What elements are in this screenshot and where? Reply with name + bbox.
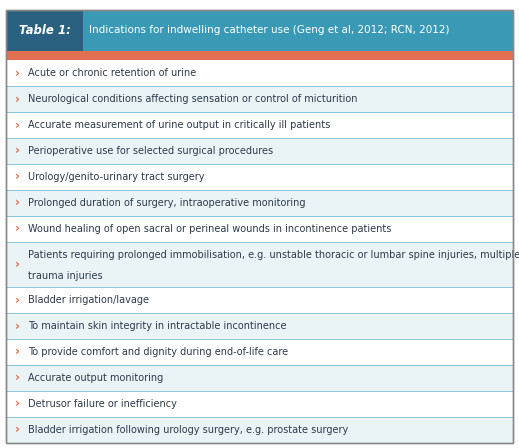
Text: Indications for indwelling catheter use (Geng et al, 2012; RCN, 2012): Indications for indwelling catheter use … bbox=[89, 26, 450, 35]
Text: ›: › bbox=[15, 371, 20, 384]
Bar bbox=[6, 164, 513, 190]
Text: Acute or chronic retention of urine: Acute or chronic retention of urine bbox=[28, 68, 196, 78]
Bar bbox=[6, 112, 513, 138]
Text: ›: › bbox=[15, 118, 20, 131]
Text: trauma injuries: trauma injuries bbox=[28, 271, 103, 280]
Text: ›: › bbox=[15, 345, 20, 358]
Text: ›: › bbox=[15, 423, 20, 436]
Bar bbox=[6, 339, 513, 365]
Text: Urology/genito-urinary tract surgery: Urology/genito-urinary tract surgery bbox=[28, 172, 204, 182]
Bar bbox=[6, 190, 513, 215]
Bar bbox=[6, 391, 513, 417]
Text: ›: › bbox=[15, 66, 20, 79]
Bar bbox=[6, 86, 513, 112]
Text: ›: › bbox=[15, 222, 20, 235]
Bar bbox=[6, 313, 513, 339]
Text: Bladder irrigation following urology surgery, e.g. prostate surgery: Bladder irrigation following urology sur… bbox=[28, 425, 348, 435]
Text: Accurate output monitoring: Accurate output monitoring bbox=[28, 373, 163, 383]
Bar bbox=[6, 10, 513, 51]
Text: ›: › bbox=[15, 293, 20, 306]
Text: Accurate measurement of urine output in critically ill patients: Accurate measurement of urine output in … bbox=[28, 120, 330, 130]
Bar bbox=[6, 138, 513, 164]
Text: ›: › bbox=[15, 144, 20, 157]
Bar bbox=[6, 215, 513, 241]
Text: ›: › bbox=[15, 92, 20, 105]
Bar bbox=[6, 10, 83, 51]
Bar bbox=[6, 60, 513, 86]
Text: Perioperative use for selected surgical procedures: Perioperative use for selected surgical … bbox=[28, 146, 273, 156]
Text: ›: › bbox=[15, 196, 20, 209]
Bar bbox=[6, 287, 513, 313]
Text: Table 1:: Table 1: bbox=[19, 24, 71, 37]
Text: ›: › bbox=[15, 397, 20, 410]
Bar bbox=[6, 51, 513, 60]
Text: To maintain skin integrity in intractable incontinence: To maintain skin integrity in intractabl… bbox=[28, 321, 286, 331]
Text: Prolonged duration of surgery, intraoperative monitoring: Prolonged duration of surgery, intraoper… bbox=[28, 198, 306, 208]
Text: ›: › bbox=[15, 258, 20, 271]
Text: Bladder irrigation/lavage: Bladder irrigation/lavage bbox=[28, 295, 149, 305]
Bar bbox=[6, 365, 513, 391]
Text: Neurological conditions affecting sensation or control of micturition: Neurological conditions affecting sensat… bbox=[28, 94, 358, 104]
Text: To provide comfort and dignity during end-of-life care: To provide comfort and dignity during en… bbox=[28, 347, 288, 357]
Text: ›: › bbox=[15, 319, 20, 332]
Bar bbox=[6, 417, 513, 443]
Text: Wound healing of open sacral or perineal wounds in incontinence patients: Wound healing of open sacral or perineal… bbox=[28, 224, 391, 233]
Bar bbox=[6, 241, 513, 287]
Text: ›: › bbox=[15, 170, 20, 183]
Text: Detrusor failure or inefficiency: Detrusor failure or inefficiency bbox=[28, 399, 177, 409]
Text: Patients requiring prolonged immobilisation, e.g. unstable thoracic or lumbar sp: Patients requiring prolonged immobilisat… bbox=[28, 250, 519, 260]
